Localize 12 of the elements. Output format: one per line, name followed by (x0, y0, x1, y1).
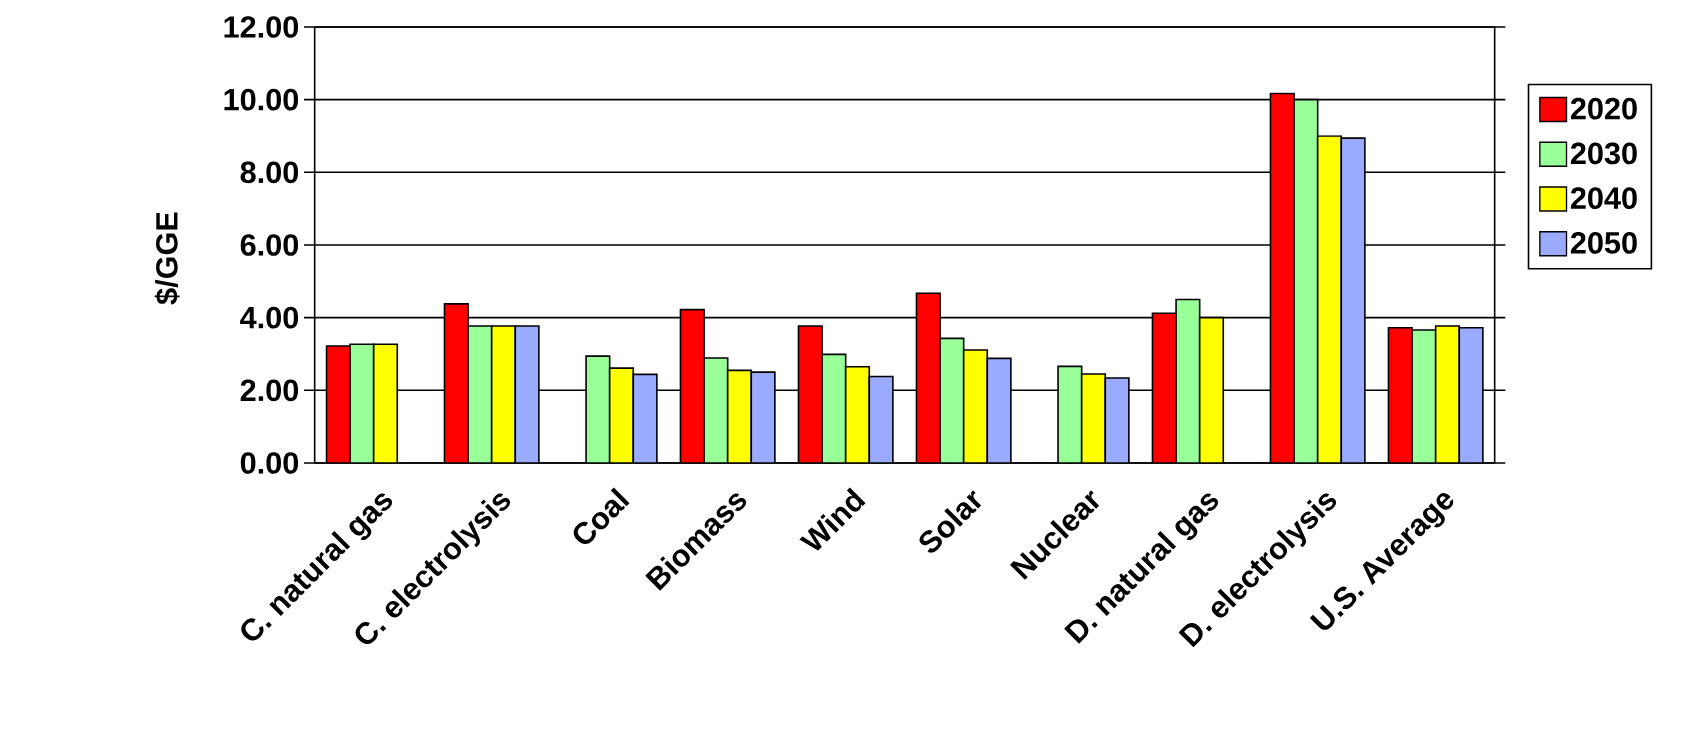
y-tick-label: 12.00 (224, 16, 299, 38)
y-axis-title: $/GGE (154, 212, 180, 305)
y-tick-label: 6.00 (240, 234, 299, 256)
y-tick-label: 2.00 (240, 379, 299, 402)
y-tick-label: 0.00 (240, 452, 299, 474)
legend-label: 2050 (1570, 232, 1637, 254)
legend-label: 2020 (1570, 97, 1637, 120)
y-tick-label: 4.00 (240, 306, 299, 329)
y-tick-label: 8.00 (240, 161, 299, 184)
legend-label: 2040 (1570, 187, 1637, 209)
legend-label: 2030 (1570, 142, 1637, 165)
y-tick-label: 10.00 (224, 88, 299, 111)
